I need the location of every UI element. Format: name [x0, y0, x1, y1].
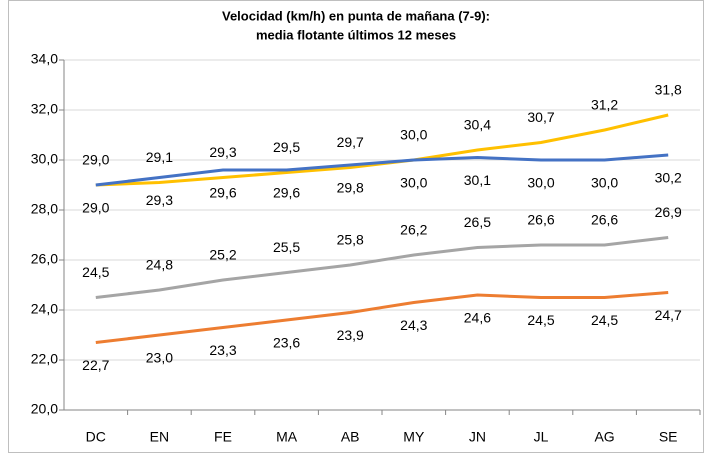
y-tick-label: 22,0 [31, 351, 58, 367]
x-tick-label: MA [276, 429, 298, 445]
data-label: 30,0 [400, 127, 427, 143]
data-label: 23,6 [273, 335, 300, 351]
data-label: 24,7 [655, 307, 682, 323]
data-label: 30,2 [655, 170, 682, 186]
data-label: 25,2 [209, 247, 236, 263]
x-tick-label: MY [403, 429, 425, 445]
data-label: 22,7 [82, 357, 109, 373]
data-label: 31,2 [591, 97, 618, 113]
data-label: 29,8 [337, 180, 364, 196]
x-tick-label: FE [214, 429, 232, 445]
data-label: 30,1 [464, 172, 491, 188]
y-tick-label: 28,0 [31, 201, 58, 217]
data-label: 24,8 [146, 257, 173, 273]
y-tick-label: 26,0 [31, 251, 58, 267]
data-label: 29,3 [209, 144, 236, 160]
data-label: 29,6 [273, 185, 300, 201]
data-label: 29,0 [82, 152, 109, 168]
data-label: 24,5 [82, 264, 109, 280]
data-label: 26,2 [400, 222, 427, 238]
data-label: 30,7 [527, 109, 554, 125]
series-line [95, 236, 669, 299]
x-tick-label: JL [534, 429, 549, 445]
data-label: 29,1 [146, 149, 173, 165]
data-label: 23,3 [209, 342, 236, 358]
data-label: 24,3 [400, 317, 427, 333]
y-tick-label: 32,0 [31, 101, 58, 117]
data-label: 26,5 [464, 214, 491, 230]
data-label: 29,6 [209, 185, 236, 201]
y-tick-label: 24,0 [31, 301, 58, 317]
chart-title: Velocidad (km/h) en punta de mañana (7-9… [222, 8, 490, 23]
data-label: 24,5 [591, 312, 618, 328]
data-label: 31,8 [655, 82, 682, 98]
chart-subtitle: media flotante últimos 12 meses [256, 27, 456, 42]
x-tick-label: AG [594, 429, 614, 445]
data-label: 30,4 [464, 117, 491, 133]
series-line [95, 291, 669, 344]
y-tick-label: 20,0 [31, 401, 58, 417]
x-tick-label: JN [469, 429, 486, 445]
data-label: 25,5 [273, 239, 300, 255]
data-label: 29,3 [146, 192, 173, 208]
data-label: 26,6 [527, 212, 554, 228]
data-label: 30,0 [591, 175, 618, 191]
y-tick-label: 34,0 [31, 51, 58, 67]
data-label: 26,9 [655, 204, 682, 220]
data-label: 30,0 [400, 175, 427, 191]
data-label: 26,6 [591, 212, 618, 228]
y-tick-label: 30,0 [31, 151, 58, 167]
x-tick-label: AB [341, 429, 360, 445]
x-tick-label: EN [150, 429, 169, 445]
data-label: 24,5 [527, 312, 554, 328]
x-tick-label: SE [659, 429, 678, 445]
data-label: 30,0 [527, 175, 554, 191]
data-label: 24,6 [464, 310, 491, 326]
series-line [95, 153, 669, 187]
data-label: 25,8 [337, 232, 364, 248]
data-label: 29,5 [273, 139, 300, 155]
data-label: 29,7 [337, 134, 364, 150]
x-tick-label: DC [86, 429, 106, 445]
data-label: 23,9 [337, 327, 364, 343]
data-label: 23,0 [146, 350, 173, 366]
data-label: 29,0 [82, 200, 109, 216]
